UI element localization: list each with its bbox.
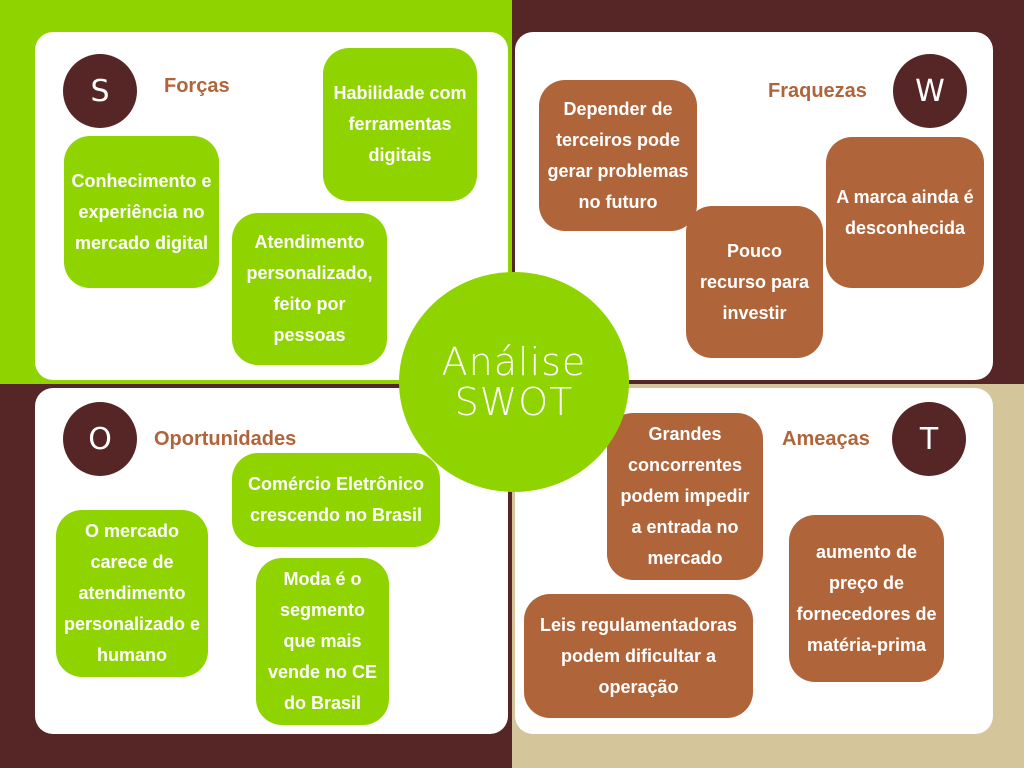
threats-title: Ameaças <box>782 428 870 450</box>
strengths-title: Forças <box>164 75 230 97</box>
weakness-card-low-resources: Pouco recurso para investir <box>686 206 823 358</box>
strength-card-personalized-service: Atendimento personalizado, feito por pes… <box>232 213 387 365</box>
threat-card-regulations: Leis regulamentadoras podem dificultar a… <box>524 594 753 718</box>
threat-card-big-competitors: Grandes concorrentes podem impedir a ent… <box>607 413 763 580</box>
opportunity-card-personalized-service-gap: O mercado carece de atendimento personal… <box>56 510 208 677</box>
threat-card-supplier-price: aumento de preço de fornecedores de maté… <box>789 515 944 682</box>
weaknesses-title: Fraquezas <box>768 80 867 102</box>
center-title-line2: SWOT <box>454 380 574 424</box>
strength-card-digital-tools: Habilidade com ferramentas digitais <box>323 48 477 201</box>
opportunity-card-fashion-segment: Moda é o segmento que mais vende no CE d… <box>256 558 389 725</box>
opportunities-title: Oportunidades <box>154 428 297 450</box>
weakness-card-third-parties: Depender de terceiros pode gerar problem… <box>539 80 697 231</box>
strength-card-experience: Conhecimento e experiência no mercado di… <box>64 136 219 288</box>
center-title-line1: Análise <box>441 340 587 384</box>
threats-letter-badge: T <box>892 402 966 476</box>
strengths-letter-badge: S <box>63 54 137 128</box>
opportunity-card-ecommerce-growth: Comércio Eletrônico crescendo no Brasil <box>232 453 440 547</box>
opportunities-letter-badge: O <box>63 402 137 476</box>
swot-center-circle: Análise SWOT <box>399 272 629 492</box>
weakness-card-unknown-brand: A marca ainda é desconhecida <box>826 137 984 288</box>
weaknesses-letter-badge: W <box>893 54 967 128</box>
